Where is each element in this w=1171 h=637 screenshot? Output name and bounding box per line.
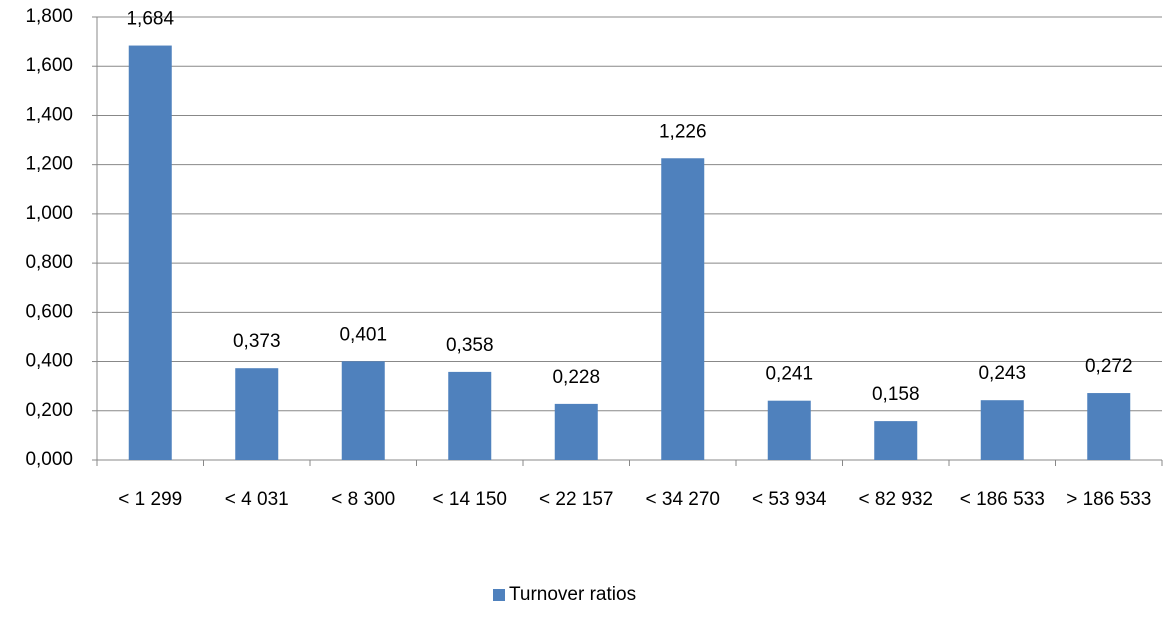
y-tick-label: 0,200	[25, 400, 73, 421]
bar	[1087, 393, 1131, 460]
x-tick-label: < 82 932	[859, 489, 934, 510]
bar	[554, 403, 598, 460]
data-label: 0,241	[765, 364, 813, 385]
x-tick-label: < 186 533	[960, 489, 1045, 510]
data-label: 1,684	[126, 9, 174, 30]
y-tick-label: 0,800	[25, 252, 73, 273]
x-tick-label: < 1 299	[118, 489, 182, 510]
y-tick-label: 0,400	[25, 351, 73, 372]
x-tick-label: < 14 150	[433, 489, 508, 510]
bar	[767, 400, 811, 460]
y-tick-label: 1,000	[25, 203, 73, 224]
x-tick-label: > 186 533	[1066, 489, 1151, 510]
y-tick-label: 0,600	[25, 301, 73, 322]
data-label: 0,358	[446, 335, 494, 356]
x-tick-label: < 53 934	[752, 489, 827, 510]
y-tick-label: 1,400	[25, 104, 73, 125]
data-label: 0,158	[872, 384, 920, 405]
y-tick-label: 1,800	[25, 6, 73, 27]
data-label: 0,401	[339, 324, 387, 345]
bar	[235, 368, 279, 460]
data-label: 0,228	[552, 367, 600, 388]
bar	[448, 371, 492, 460]
bar	[341, 361, 385, 460]
x-tick-label: < 34 270	[646, 489, 721, 510]
x-tick-label: < 8 300	[331, 489, 395, 510]
y-tick-label: 1,200	[25, 154, 73, 175]
x-tick-label: < 22 157	[539, 489, 614, 510]
bar	[980, 400, 1024, 460]
data-label: 0,272	[1085, 356, 1133, 377]
x-tick-label: < 4 031	[225, 489, 289, 510]
legend-label: Turnover ratios	[509, 584, 636, 605]
legend-swatch	[493, 589, 505, 601]
bar	[128, 45, 172, 460]
bar	[874, 421, 918, 460]
data-label: 0,243	[978, 363, 1026, 384]
data-label: 1,226	[659, 121, 707, 142]
y-tick-label: 0,000	[25, 449, 73, 470]
data-label: 0,373	[233, 331, 281, 352]
y-tick-label: 1,600	[25, 55, 73, 76]
bar	[661, 158, 705, 461]
